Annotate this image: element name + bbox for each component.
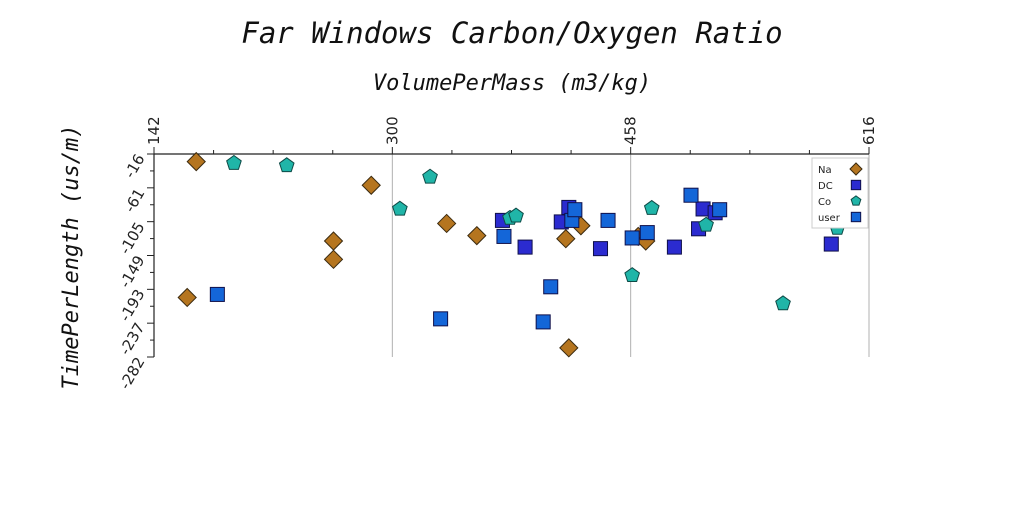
data-point-na — [436, 213, 457, 234]
legend-label: Co — [818, 197, 831, 208]
data-point-co — [508, 207, 524, 223]
y-tick-label: -193 — [116, 286, 149, 324]
legend-marker — [850, 211, 862, 223]
y-axis-label: TimePerLength (us/m) — [59, 125, 84, 390]
legend-label: user — [818, 213, 841, 224]
data-point-co — [624, 267, 641, 283]
y-tick-label: -105 — [116, 219, 149, 257]
data-point-na — [556, 229, 576, 249]
data-point-co — [698, 216, 714, 232]
data-point-user — [712, 202, 728, 218]
chart-title: Far Windows Carbon/Oxygen Ratio — [241, 16, 782, 50]
y-tick-label: -282 — [116, 354, 149, 392]
legend-label: Na — [818, 165, 832, 176]
data-point-co — [226, 154, 242, 170]
legend-marker — [850, 195, 862, 206]
legend-marker — [849, 162, 863, 176]
y-tick-label: -149 — [116, 253, 149, 291]
data-point-user — [639, 225, 655, 241]
y-tick-label: -237 — [116, 320, 149, 358]
data-point-na — [323, 231, 344, 251]
data-point-dc — [666, 239, 682, 255]
x-axis-label: VolumePerMass (m3/kg) — [373, 71, 651, 96]
grid-lines — [153, 154, 870, 357]
legend-label: DC — [818, 181, 833, 192]
y-tick-label: -61 — [121, 185, 149, 215]
x-tick-label: 142 — [145, 116, 163, 145]
data-points — [177, 151, 846, 358]
data-point-na — [559, 338, 579, 358]
y-tick-label: -16 — [121, 151, 149, 181]
data-point-dc — [823, 236, 839, 252]
data-point-user — [535, 314, 551, 330]
data-point-user — [496, 228, 512, 244]
data-point-co — [392, 200, 408, 216]
data-point-user — [567, 202, 583, 218]
data-point-na — [177, 287, 197, 308]
x-tick-label: 300 — [383, 116, 401, 145]
x-tick-label: 616 — [860, 116, 878, 145]
data-point-user — [600, 212, 616, 228]
data-point-user — [624, 230, 640, 246]
data-point-co — [422, 168, 438, 184]
data-point-na — [361, 175, 381, 195]
data-point-dc — [592, 241, 609, 257]
data-point-user — [433, 311, 449, 327]
axes — [147, 147, 870, 358]
data-point-na — [186, 151, 206, 172]
legend-marker — [850, 179, 862, 191]
legend: Na DC Co user — [811, 157, 869, 229]
data-point-user — [543, 279, 559, 295]
data-point-co — [775, 295, 791, 311]
data-point-dc — [517, 239, 533, 255]
data-point-na — [323, 249, 344, 270]
x-tick-label: 458 — [622, 116, 640, 145]
data-point-user — [209, 286, 225, 302]
data-point-user — [683, 187, 699, 203]
data-point-na — [467, 225, 487, 246]
data-point-co — [278, 157, 295, 173]
data-point-co — [643, 199, 660, 215]
